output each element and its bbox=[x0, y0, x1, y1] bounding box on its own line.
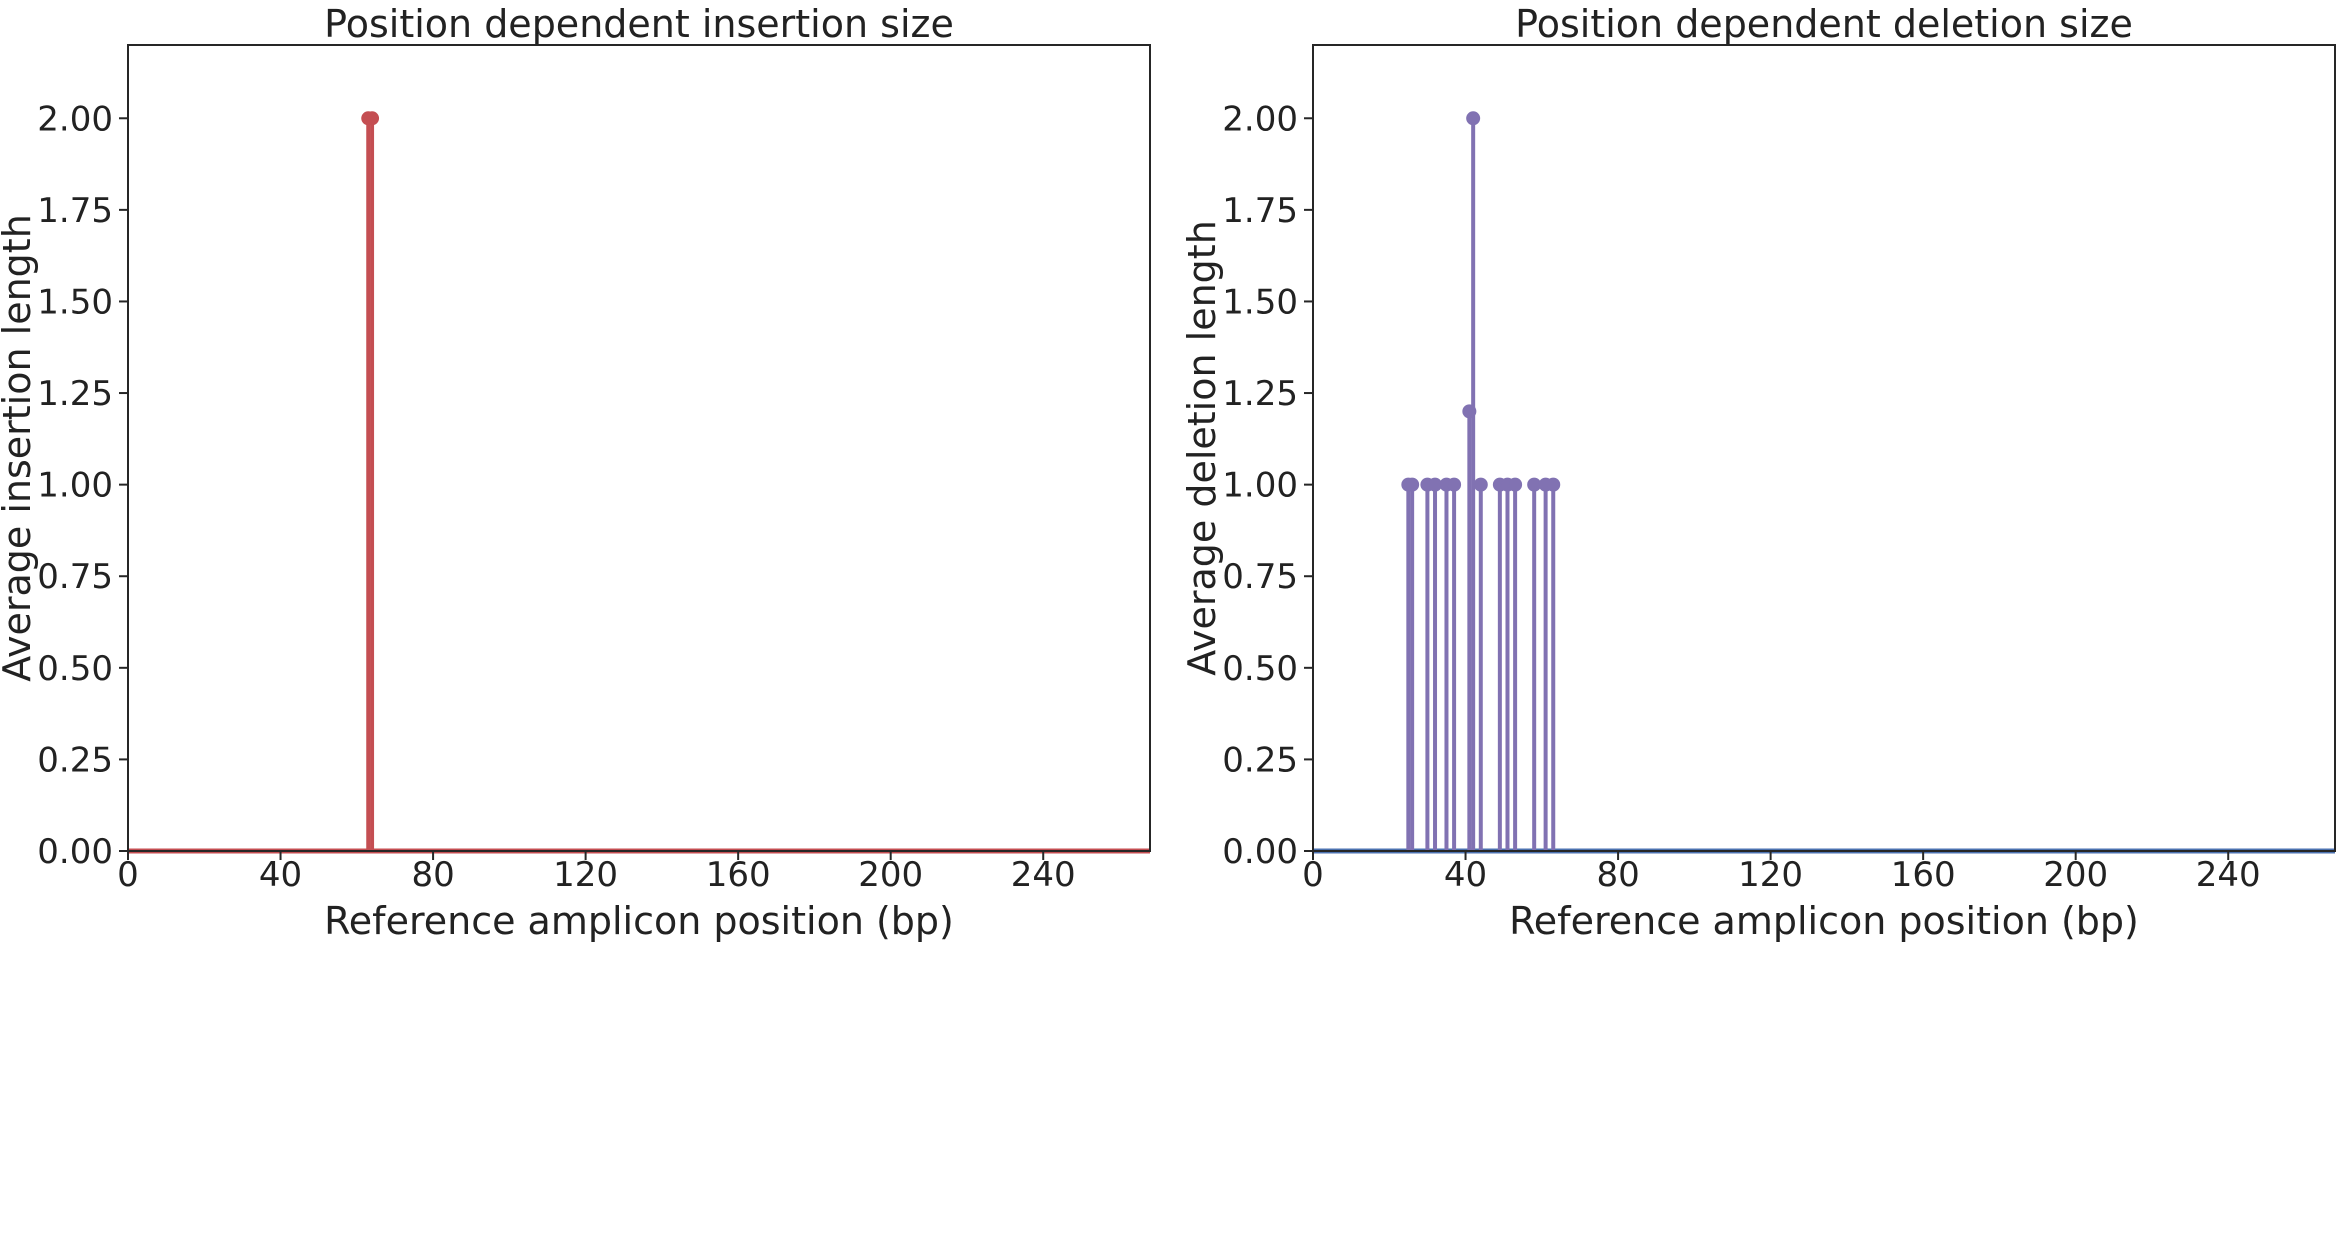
stem-marker bbox=[1405, 477, 1420, 492]
x-tick-label: 0 bbox=[117, 855, 139, 895]
stem-marker bbox=[1462, 404, 1477, 419]
y-tick-label: 1.75 bbox=[1222, 191, 1298, 231]
plot-frame bbox=[1312, 44, 2336, 852]
plot-frame bbox=[127, 44, 1151, 852]
y-tick-label: 2.00 bbox=[1222, 99, 1298, 139]
y-tick-label: 0.00 bbox=[1222, 832, 1298, 872]
stem-marker bbox=[1447, 477, 1462, 492]
stem-marker bbox=[1508, 477, 1523, 492]
x-tick-label: 200 bbox=[2043, 855, 2108, 895]
deletion-size-chart: Position dependent deletion size Referen… bbox=[1180, 2, 2336, 943]
y-tick-label: 1.25 bbox=[37, 374, 113, 414]
y-tick-label: 0.75 bbox=[1222, 557, 1298, 597]
x-tick-label: 120 bbox=[553, 855, 618, 895]
x-tick-label: 160 bbox=[706, 855, 771, 895]
stem-marker bbox=[1466, 111, 1481, 126]
y-axis-label: Average deletion length bbox=[1180, 220, 1224, 676]
x-axis-label: Reference amplicon position (bp) bbox=[1509, 899, 2139, 943]
y-tick-label: 0.75 bbox=[37, 557, 113, 597]
x-tick-label: 40 bbox=[259, 855, 302, 895]
x-tick-label: 240 bbox=[1011, 855, 1076, 895]
insertion-size-chart: Position dependent insertion size Refere… bbox=[0, 2, 1151, 943]
y-tick-label: 1.50 bbox=[1222, 282, 1298, 322]
y-tick-label: 1.25 bbox=[1222, 374, 1298, 414]
y-tick-label: 2.00 bbox=[37, 99, 113, 139]
y-axis-label: Average insertion length bbox=[0, 214, 39, 682]
y-tick-label: 1.75 bbox=[37, 191, 113, 231]
x-axis-label: Reference amplicon position (bp) bbox=[324, 899, 954, 943]
x-tick-label: 0 bbox=[1302, 855, 1324, 895]
x-tick-label: 40 bbox=[1444, 855, 1487, 895]
x-tick-label: 160 bbox=[1891, 855, 1956, 895]
x-tick-label: 80 bbox=[1596, 855, 1639, 895]
x-tick-label: 240 bbox=[2196, 855, 2261, 895]
y-tick-label: 0.25 bbox=[1222, 740, 1298, 780]
y-tick-label: 0.25 bbox=[37, 740, 113, 780]
y-tick-label: 0.00 bbox=[37, 832, 113, 872]
chart-title: Position dependent deletion size bbox=[1515, 2, 2133, 46]
x-tick-label: 200 bbox=[858, 855, 923, 895]
y-tick-label: 0.50 bbox=[37, 649, 113, 689]
chart-title: Position dependent insertion size bbox=[324, 2, 954, 46]
x-tick-label: 120 bbox=[1738, 855, 1803, 895]
stem-marker bbox=[365, 111, 380, 126]
stem-marker bbox=[1546, 477, 1561, 492]
x-tick-label: 80 bbox=[411, 855, 454, 895]
y-tick-label: 0.50 bbox=[1222, 649, 1298, 689]
y-tick-label: 1.00 bbox=[37, 466, 113, 506]
y-tick-label: 1.00 bbox=[1222, 466, 1298, 506]
stem-marker bbox=[1473, 477, 1488, 492]
y-tick-label: 1.50 bbox=[37, 282, 113, 322]
